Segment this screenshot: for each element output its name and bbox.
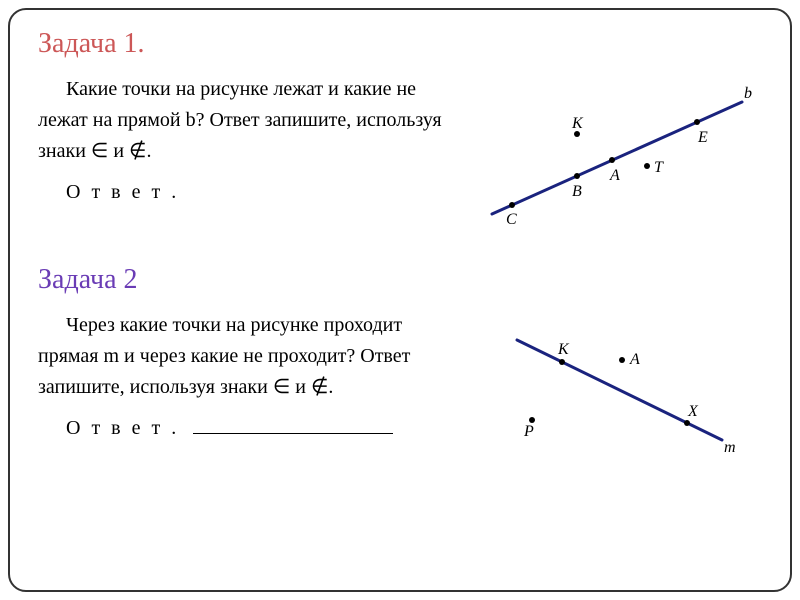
- point-label-P: P: [523, 423, 534, 440]
- task1-block: Какие точки на рисунке лежат и какие не …: [38, 74, 762, 244]
- point-X: [684, 420, 690, 426]
- point-A: [619, 357, 625, 363]
- point-B: [574, 173, 580, 179]
- line-label: m: [724, 439, 736, 456]
- task2-title: Задача 2: [38, 264, 762, 296]
- task1-figure: b C B A E K T: [462, 74, 762, 244]
- point-label-A: A: [609, 167, 620, 184]
- task2-block: Через какие точки на рисунке проходит пр…: [38, 310, 762, 480]
- point-label-K: K: [557, 341, 570, 358]
- point-C: [509, 202, 515, 208]
- line-label: b: [744, 85, 752, 102]
- point-label-X: X: [687, 403, 699, 420]
- task1-answer: О т в е т .: [38, 181, 442, 204]
- task2-text: Через какие точки на рисунке проходит пр…: [38, 310, 442, 403]
- point-K: [559, 359, 565, 365]
- task1-textwrap: Какие точки на рисунке лежат и какие не …: [38, 74, 442, 204]
- point-E: [694, 119, 700, 125]
- point-label-K: K: [571, 115, 584, 132]
- frame: Задача 1. Какие точки на рисунке лежат и…: [8, 8, 792, 592]
- point-A: [609, 157, 615, 163]
- task2-answer: О т в е т .: [38, 417, 442, 440]
- point-label-T: T: [654, 159, 664, 176]
- task1-text: Какие точки на рисунке лежат и какие не …: [38, 74, 442, 167]
- point-label-E: E: [697, 129, 708, 146]
- point-label-B: B: [572, 183, 582, 200]
- task1-title: Задача 1.: [38, 28, 762, 60]
- task2-textwrap: Через какие точки на рисунке проходит пр…: [38, 310, 442, 440]
- task2-answer-label: О т в е т .: [66, 417, 179, 439]
- point-label-A: A: [629, 351, 640, 368]
- point-label-C: C: [506, 211, 517, 228]
- task2-answer-underline: [193, 433, 393, 434]
- line: [517, 340, 722, 440]
- task2-figure: m K X A P: [462, 310, 762, 480]
- line: [492, 102, 742, 214]
- point-T: [644, 163, 650, 169]
